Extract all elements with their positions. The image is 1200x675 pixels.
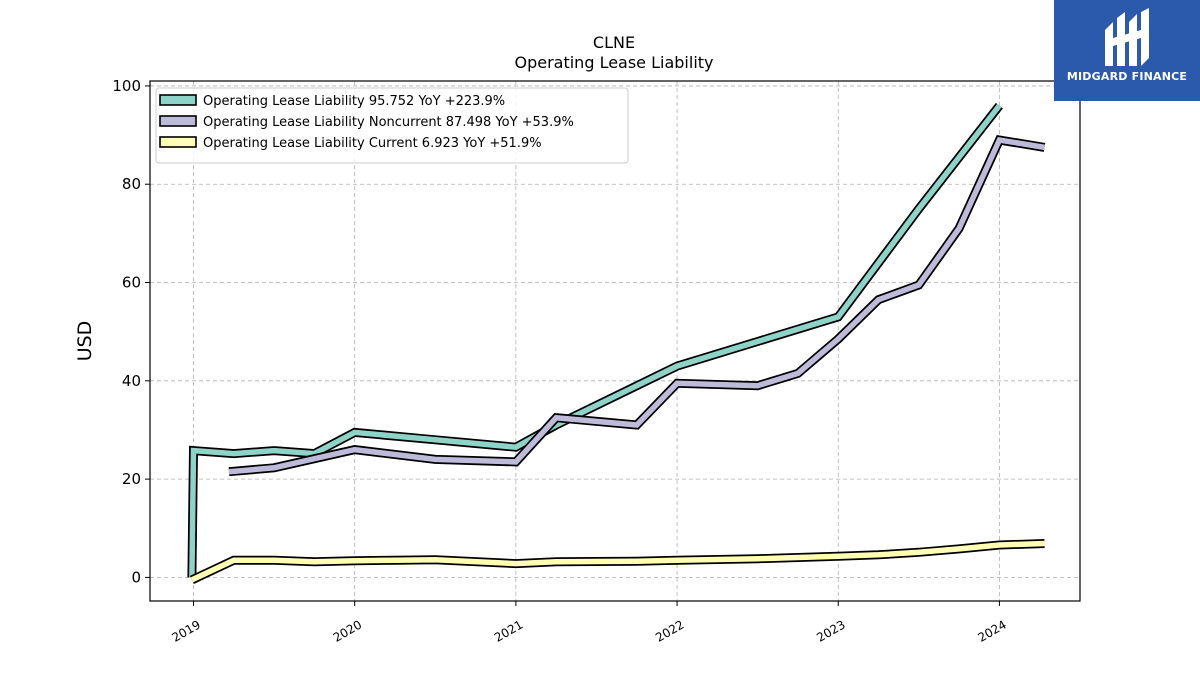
series-line bbox=[189, 103, 1002, 578]
series-line bbox=[190, 540, 1045, 583]
brand-name: MIDGARD FINANCE bbox=[1066, 70, 1188, 83]
series-layer bbox=[187, 102, 1046, 584]
legend: Operating Lease Liability 95.752 YoY +22… bbox=[155, 87, 629, 164]
y-tick-label: 0 bbox=[131, 568, 141, 586]
legend-entry: Operating Lease Liability 95.752 YoY +22… bbox=[203, 94, 505, 109]
x-tick-label: 2021 bbox=[492, 617, 525, 644]
legend-box bbox=[155, 87, 629, 164]
y-axis-label: USD bbox=[74, 321, 96, 362]
midgard-logo-icon bbox=[1105, 8, 1149, 66]
y-tick-label: 20 bbox=[122, 470, 141, 488]
y-tick-label: 40 bbox=[122, 372, 141, 390]
chart-subtitle: Operating Lease Liability bbox=[514, 53, 713, 72]
chart-title: CLNE bbox=[593, 33, 635, 52]
plot-frame bbox=[149, 80, 1081, 602]
y-tick-label: 60 bbox=[122, 274, 141, 292]
legend-entry: Operating Lease Liability Current 6.923 … bbox=[203, 136, 542, 151]
y-tick-label: 80 bbox=[122, 175, 141, 193]
legend-swatch bbox=[159, 115, 197, 127]
x-tick-label: 2022 bbox=[653, 617, 686, 644]
x-tick-label: 2019 bbox=[170, 617, 203, 644]
brand-badge: MIDGARD FINANCE bbox=[1054, 0, 1200, 101]
y-tick-label: 100 bbox=[112, 77, 141, 95]
x-tick-label: 2023 bbox=[814, 617, 847, 644]
x-tick-label: 2020 bbox=[331, 617, 364, 644]
legend-swatch bbox=[159, 94, 197, 106]
x-tick-label: 2024 bbox=[975, 617, 1008, 644]
grid-layer bbox=[150, 81, 1080, 601]
series-outline bbox=[187, 102, 1003, 578]
legend-swatch bbox=[159, 136, 197, 148]
legend-entry: Operating Lease Liability Noncurrent 87.… bbox=[203, 115, 574, 130]
series-line bbox=[228, 136, 1045, 475]
